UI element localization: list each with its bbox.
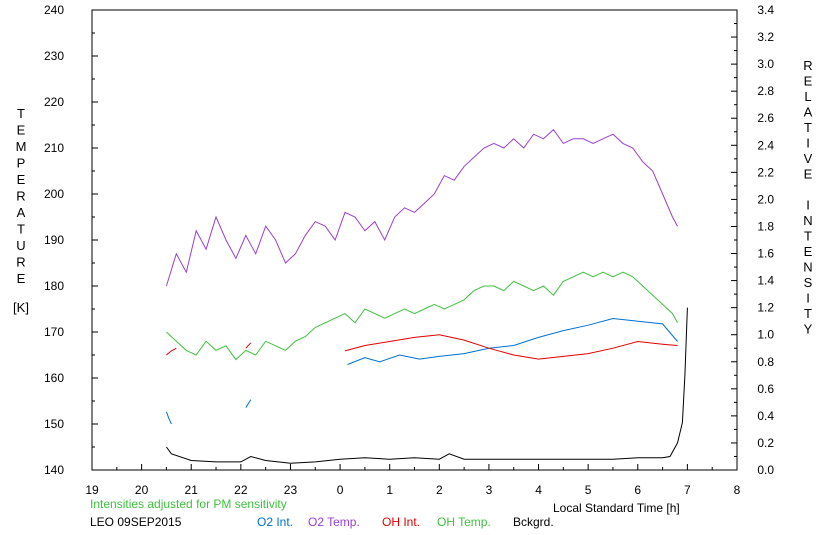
x-tick-label: 22 <box>234 483 248 497</box>
left-tick-label: 180 <box>44 279 64 293</box>
right-tick-label: 2.2 <box>757 165 774 179</box>
left-tick-label: 240 <box>44 3 64 17</box>
x-tick-label: 1 <box>386 483 393 497</box>
series-line-oh-int <box>245 342 252 349</box>
x-tick-label: 7 <box>684 483 691 497</box>
right-tick-label: 3.0 <box>757 57 774 71</box>
x-tick-label: 0 <box>337 483 344 497</box>
right-tick-label: 0.6 <box>757 382 774 396</box>
right-tick-label: 0.2 <box>757 436 774 450</box>
x-tick-label: 2 <box>436 483 443 497</box>
right-tick-label: 0.8 <box>757 355 774 369</box>
left-axis-unit: [K] <box>13 300 29 315</box>
series-line-oh-int <box>344 334 678 360</box>
left-tick-label: 160 <box>44 371 64 385</box>
right-tick-label: 1.2 <box>757 301 774 315</box>
left-tick-label: 230 <box>44 49 64 63</box>
x-tick-label: 6 <box>634 483 641 497</box>
left-tick-label: 220 <box>44 95 64 109</box>
series-line-o2-int <box>347 317 678 365</box>
series-line-o2-int <box>165 411 172 425</box>
right-tick-label: 1.0 <box>757 328 774 342</box>
x-tick-label: 5 <box>585 483 592 497</box>
right-tick-label: 3.2 <box>757 30 774 44</box>
left-tick-label: 190 <box>44 233 64 247</box>
right-tick-label: 1.6 <box>757 247 774 261</box>
x-tick-label: 21 <box>185 483 199 497</box>
x-tick-label: 8 <box>734 483 741 497</box>
x-axis-label: Local Standard Time [h] <box>553 501 680 515</box>
legend-bckgrd: Bckgrd. <box>513 515 554 529</box>
right-tick-label: 1.4 <box>757 274 774 288</box>
series-line-oh-int <box>166 347 177 356</box>
series-line-o2-int <box>245 399 252 409</box>
x-tick-label: 3 <box>486 483 493 497</box>
right-tick-label: 1.8 <box>757 219 774 233</box>
right-tick-label: 0.4 <box>757 409 774 423</box>
sensitivity-note: Intensities adjusted for PM sensitivity <box>90 497 287 511</box>
left-tick-label: 170 <box>44 325 64 339</box>
legend-oh-temp: OH Temp. <box>437 515 491 529</box>
x-tick-label: 20 <box>135 483 149 497</box>
x-tick-label: 19 <box>85 483 99 497</box>
series-line-bckgrd <box>165 307 688 464</box>
right-tick-label: 0.0 <box>757 463 774 477</box>
left-tick-label: 210 <box>44 141 64 155</box>
right-tick-label: 2.0 <box>757 192 774 206</box>
station-label: LEO 09SEP2015 <box>90 515 182 529</box>
right-tick-label: 2.4 <box>757 138 774 152</box>
x-tick-label: 4 <box>535 483 542 497</box>
legend-oh-int: OH Int. <box>382 515 420 529</box>
legend-o2-int: O2 Int. <box>257 515 293 529</box>
legend-o2-temp: O2 Temp. <box>308 515 360 529</box>
x-tick-label: 23 <box>284 483 298 497</box>
plot-frame <box>91 9 738 471</box>
left-tick-label: 140 <box>44 463 64 477</box>
left-tick-label: 150 <box>44 417 64 431</box>
right-tick-label: 2.6 <box>757 111 774 125</box>
series-line-o2-temp <box>165 128 678 287</box>
right-tick-label: 3.4 <box>757 3 774 17</box>
series-line-oh-temp <box>166 271 678 361</box>
left-tick-label: 200 <box>44 187 64 201</box>
right-tick-label: 2.8 <box>757 84 774 98</box>
